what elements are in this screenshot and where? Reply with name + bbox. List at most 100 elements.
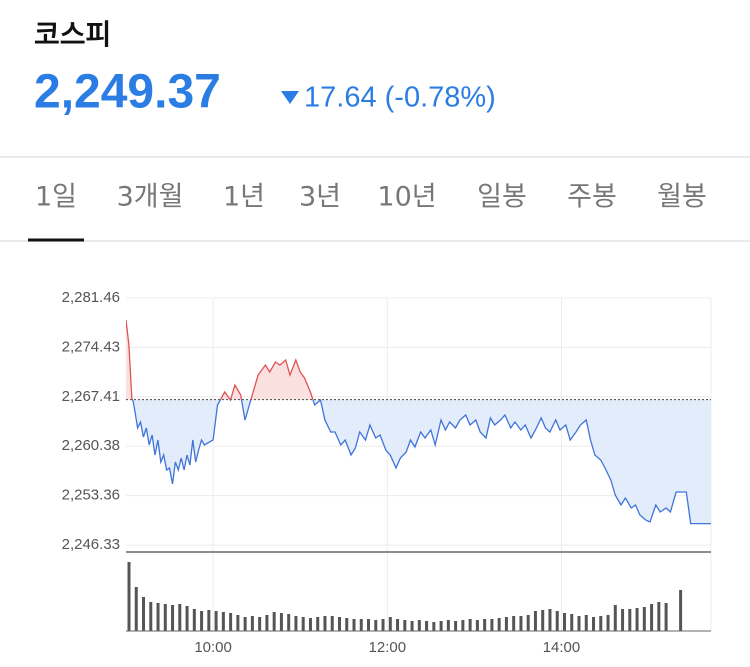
volume-bar [171,605,175,631]
volume-bar [381,619,385,631]
tab[interactable]: 월봉 [657,182,707,213]
volume-bar [178,604,182,631]
volume-bar [388,617,392,631]
volume-bar [519,616,523,631]
volume-bar [301,617,305,631]
y-tick-label: 2,274.43 [62,338,120,355]
volume-bar [374,620,378,631]
x-tick-label: 12:00 [369,639,407,656]
volume-bar [410,621,414,631]
volume-bar [446,620,450,631]
volume-bar [142,597,146,631]
price: 2,249.37 [34,66,221,119]
index-title: 코스피 [34,18,111,51]
y-tick-label: 2,281.46 [62,289,120,306]
volume-bar [548,609,552,631]
volume-bar [316,617,320,631]
volume-bar [185,606,189,631]
volume-bar [279,613,283,631]
volume-bar [650,604,654,631]
y-tick-label: 2,246.33 [62,536,120,553]
volume-bar [461,620,465,631]
volume-bar [236,615,240,631]
volume-bar [294,616,298,631]
volume-bar [454,621,458,631]
volume-bar [439,621,443,631]
x-tick-label: 14:00 [543,639,581,656]
down-arrow [281,91,299,104]
volume-bar [657,602,661,631]
volume-bar [628,609,632,631]
volume-bar [200,611,204,631]
tab[interactable]: 3년 [299,182,341,213]
volume-bar [497,618,501,631]
volume-bar [163,604,167,631]
volume-bar [570,614,574,631]
area-up [126,320,711,400]
volume-bar [425,621,429,631]
volume-bar [272,612,276,631]
volume-bar [308,618,312,631]
volume-bar [221,612,225,631]
volume-bar [345,618,349,631]
volume-bar [635,608,639,631]
volume-bar [214,611,218,631]
volume-bar [642,607,646,631]
volume-bar [555,611,559,631]
volume-bar [512,616,516,631]
volume-bar [562,613,566,631]
volume-bar [664,603,668,631]
volume-bar [621,609,625,631]
volume-bar [679,590,683,631]
tab-bar: 1일 3개월 1년 3년 10년 일봉 주봉 월봉 [35,182,707,213]
volume-bar [287,614,291,631]
volume-bar [432,622,436,631]
x-tick-label: 10:00 [194,639,232,656]
line-down [131,399,711,525]
tab[interactable]: 1년 [223,182,265,213]
volume-bar [403,620,407,631]
volume-bar [613,605,617,631]
volume-bar [352,619,356,631]
volume-bar [526,615,530,631]
volume-bar [490,619,494,631]
tab[interactable]: 1일 [35,182,77,213]
volume-bar [541,610,545,631]
volume-bar [606,615,610,631]
volume-bar [468,619,472,631]
y-tick-label: 2,260.38 [62,437,120,454]
area-down [132,399,711,524]
volume-bar [243,617,247,631]
volume-bar [258,617,262,631]
volume-bar [323,616,327,631]
volume-bar [475,620,479,631]
volume-bar [229,613,233,631]
volume-bar [396,619,400,631]
tab[interactable]: 일봉 [477,182,527,213]
volume-bar [483,619,487,631]
chart: 2,281.46 2,274.43 2,267.41 2,260.38 2,253.36… [62,289,712,656]
volume-bar [149,602,153,631]
volume-bar [330,616,334,631]
tab[interactable]: 10년 [377,182,436,213]
y-tick-label: 2,253.36 [62,487,120,504]
volume-bar [504,617,508,631]
volume-bar [533,611,537,631]
tab[interactable]: 주봉 [567,182,617,213]
y-tick-label: 2,267.41 [62,388,120,405]
volume-bar [265,615,269,631]
volume-bar [367,619,371,631]
volume-bar [599,616,603,631]
volume-bar [359,619,363,631]
volume-bar [127,562,131,631]
volume-bar [207,610,211,631]
tab[interactable]: 3개월 [117,182,184,213]
volume-bar [584,615,588,631]
volume-bar [417,620,421,631]
volume-bar [337,617,341,631]
volume-bar [250,616,254,631]
volume-bar [592,617,596,631]
volume-bar [577,616,581,631]
